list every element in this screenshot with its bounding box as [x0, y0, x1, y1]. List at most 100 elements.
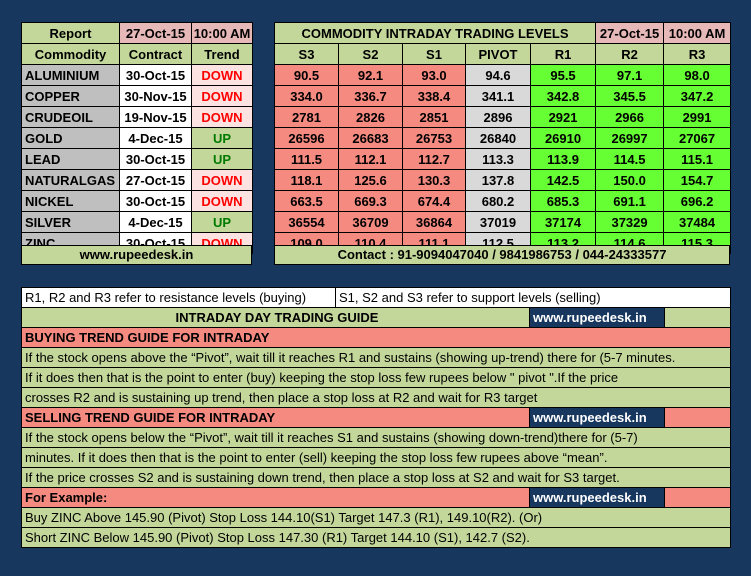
level-s2: 112.1	[338, 148, 403, 170]
commodity-row: SILVER 4-Dec-15 UP	[21, 211, 253, 233]
levels-row: 26596 26683 26753 26840 26910 26997 27067	[274, 127, 732, 149]
contract-date: 27-Oct-15	[119, 169, 192, 191]
trend-value: UP	[191, 127, 253, 149]
guide-site-3: www.rupeedesk.in	[529, 487, 665, 508]
level-r2: 691.1	[595, 190, 665, 212]
contract-date: 30-Oct-15	[119, 190, 192, 212]
level-r3: 347.2	[663, 85, 732, 107]
commodity-name: ALUMINIUM	[21, 64, 120, 86]
contract-date: 30-Oct-15	[119, 64, 192, 86]
levels-row: 2781 2826 2851 2896 2921 2966 2991	[274, 106, 732, 128]
commodity-name: CRUDEOIL	[21, 106, 120, 128]
commodity-row: CRUDEOIL 19-Nov-15 DOWN	[21, 106, 253, 128]
level-r2: 114.5	[595, 148, 665, 170]
level-r3: 2991	[663, 106, 732, 128]
level-pivot: 341.1	[465, 85, 531, 107]
sell-line-3: If the price crosses S2 and is sustainin…	[21, 467, 731, 488]
level-s3: 90.5	[274, 64, 339, 86]
contract-date: 4-Dec-15	[119, 127, 192, 149]
report-date: 27-Oct-15	[119, 22, 192, 44]
commodity-name: SILVER	[21, 211, 120, 233]
level-s1: 130.3	[402, 169, 466, 191]
header-s2: S2	[338, 43, 403, 65]
trend-value: DOWN	[191, 169, 253, 191]
level-r3: 115.1	[663, 148, 732, 170]
level-s3: 26596	[274, 127, 339, 149]
header-trend: Trend	[191, 43, 253, 65]
guide-filler-1	[664, 307, 731, 328]
trend-value: DOWN	[191, 64, 253, 86]
commodity-row: GOLD 4-Dec-15 UP	[21, 127, 253, 149]
trading-guide: R1, R2 and R3 refer to resistance levels…	[21, 287, 731, 548]
level-pivot: 26840	[465, 127, 531, 149]
level-r2: 37329	[595, 211, 665, 233]
trend-value: UP	[191, 148, 253, 170]
level-r1: 113.9	[529, 148, 597, 170]
level-pivot: 680.2	[465, 190, 531, 212]
levels-row: 111.5 112.1 112.7 113.3 113.9 114.5 115.1	[274, 148, 732, 170]
level-s2: 2826	[338, 106, 403, 128]
contract-date: 30-Oct-15	[119, 148, 192, 170]
header-pivot: PIVOT	[465, 43, 531, 65]
level-r2: 150.0	[595, 169, 665, 191]
level-s1: 674.4	[402, 190, 466, 212]
level-r1: 95.5	[529, 64, 597, 86]
buy-line-2: If it does then that is the point to ent…	[21, 367, 731, 388]
report-time: 10:00 AM	[191, 22, 253, 44]
commodity-name: LEAD	[21, 148, 120, 170]
contact-footer: Contact : 91-9094047040 / 9841986753 / 0…	[274, 245, 730, 265]
levels-row: 663.5 669.3 674.4 680.2 685.3 691.1 696.2	[274, 190, 732, 212]
levels-row: 90.5 92.1 93.0 94.6 95.5 97.1 98.0	[274, 64, 732, 86]
level-pivot: 94.6	[465, 64, 531, 86]
guide-title: INTRADAY DAY TRADING GUIDE	[21, 307, 530, 328]
contract-date: 4-Dec-15	[119, 211, 192, 233]
trend-value: DOWN	[191, 190, 253, 212]
commodity-row: NATURALGAS 27-Oct-15 DOWN	[21, 169, 253, 191]
trend-value: UP	[191, 211, 253, 233]
level-s3: 663.5	[274, 190, 339, 212]
level-s2: 26683	[338, 127, 403, 149]
commodity-name: NATURALGAS	[21, 169, 120, 191]
sell-heading: SELLING TREND GUIDE FOR INTRADAY	[21, 407, 530, 428]
level-s3: 36554	[274, 211, 339, 233]
example-line-1: Buy ZINC Above 145.90 (Pivot) Stop Loss …	[21, 507, 731, 528]
level-r2: 97.1	[595, 64, 665, 86]
buy-line-3: crosses R2 and is sustaining up trend, t…	[21, 387, 731, 408]
header-contract: Contract	[119, 43, 192, 65]
level-pivot: 2896	[465, 106, 531, 128]
header-s1: S1	[402, 43, 466, 65]
buy-line-1: If the stock opens above the “Pivot”, wa…	[21, 347, 731, 368]
report-label: Report	[21, 22, 120, 44]
level-r1: 342.8	[529, 85, 597, 107]
buy-heading: BUYING TREND GUIDE FOR INTRADAY	[21, 327, 731, 348]
header-r2: R2	[595, 43, 665, 65]
level-s1: 36864	[402, 211, 466, 233]
commodity-name: NICKEL	[21, 190, 120, 212]
commodity-name: COPPER	[21, 85, 120, 107]
header-r1: R1	[529, 43, 597, 65]
header-s3: S3	[274, 43, 339, 65]
level-r3: 98.0	[663, 64, 732, 86]
level-s1: 26753	[402, 127, 466, 149]
level-s2: 336.7	[338, 85, 403, 107]
level-pivot: 113.3	[465, 148, 531, 170]
levels-table: COMMODITY INTRADAY TRADING LEVELS 27-Oct…	[273, 22, 732, 254]
sell-line-2: minutes. If it does then that is the poi…	[21, 447, 731, 468]
level-s3: 334.0	[274, 85, 339, 107]
commodity-row: NICKEL 30-Oct-15 DOWN	[21, 190, 253, 212]
sell-line-1: If the stock opens below the “Pivot”, wa…	[21, 427, 731, 448]
commodity-table: Report 27-Oct-15 10:00 AM Commodity Cont…	[21, 22, 253, 254]
level-r3: 27067	[663, 127, 732, 149]
level-r3: 696.2	[663, 190, 732, 212]
levels-row: 118.1 125.6 130.3 137.8 142.5 150.0 154.7	[274, 169, 732, 191]
level-s2: 92.1	[338, 64, 403, 86]
note-resistance: R1, R2 and R3 refer to resistance levels…	[21, 287, 336, 308]
levels-date: 27-Oct-15	[595, 22, 665, 44]
level-s2: 669.3	[338, 190, 403, 212]
level-s1: 93.0	[402, 64, 466, 86]
commodity-row: ALUMINIUM 30-Oct-15 DOWN	[21, 64, 253, 86]
level-r2: 2966	[595, 106, 665, 128]
level-r3: 37484	[663, 211, 732, 233]
levels-row: 334.0 336.7 338.4 341.1 342.8 345.5 347.2	[274, 85, 732, 107]
header-r3: R3	[663, 43, 732, 65]
